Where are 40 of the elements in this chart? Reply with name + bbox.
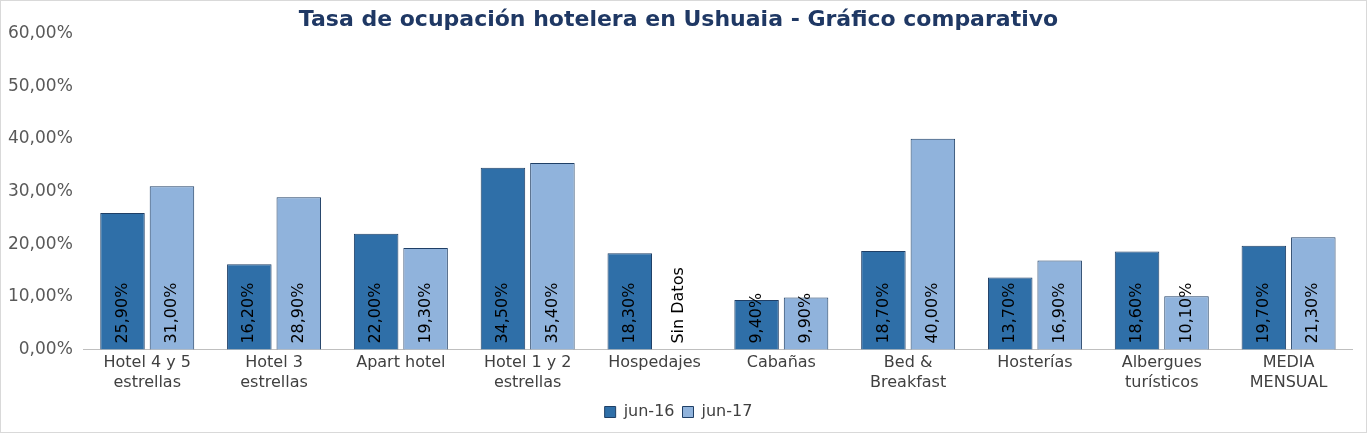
legend-label: jun-16 [622,401,675,421]
data-label: 22,00% [365,282,385,344]
data-label: 9,90% [795,292,815,344]
x-tick-label: Bed & Breakfast [870,352,947,391]
legend-label: jun-17 [700,401,753,421]
x-tick-label: Hospedajes [608,352,701,372]
y-tick-label: 60,00% [7,21,73,42]
chart-title: Tasa de ocupación hotelera en Ushuaia - Gráfico comparativo [298,5,1059,31]
x-tick-label: Hotel 4 y 5 estrellas [103,352,191,391]
x-tick-label: Hotel 3 estrellas [240,352,308,391]
data-label: 25,90% [111,282,131,344]
y-tick-label: 40,00% [7,127,73,148]
y-tick-label: 0,00% [18,338,73,359]
y-tick-label: 10,00% [7,285,73,306]
data-label: 40,00% [922,282,942,344]
data-label: 31,00% [161,282,181,344]
y-tick-label: 30,00% [7,179,73,200]
data-label: 19,30% [414,282,434,344]
y-tick-label: 20,00% [7,232,73,253]
x-tick-label: Apart hotel [356,352,446,372]
data-label: 21,30% [1302,282,1322,344]
data-label: 18,30% [618,282,638,344]
data-label: 18,60% [1126,282,1146,344]
x-tick-label: Albergues turísticos [1121,352,1202,391]
data-label: 13,70% [999,282,1019,344]
data-label: 16,90% [1048,282,1068,344]
data-label: 34,50% [492,282,512,344]
data-label: 10,10% [1175,282,1195,344]
x-tick-label: Hosterías [997,352,1073,372]
x-tick-label: Hotel 1 y 2 estrellas [483,352,572,391]
x-tick-label: MEDIA MENSUAL [1249,352,1328,391]
data-label: 35,40% [541,282,561,344]
text: Sin Datos [668,267,688,344]
x-tick-label: Cabañas [746,352,816,372]
y-tick-label: 50,00% [7,74,73,95]
data-label: 19,70% [1253,282,1273,344]
data-label: 9,40% [745,292,765,344]
data-label: 18,70% [872,282,892,344]
data-label: 28,90% [287,282,307,344]
data-label: 16,20% [238,282,258,344]
